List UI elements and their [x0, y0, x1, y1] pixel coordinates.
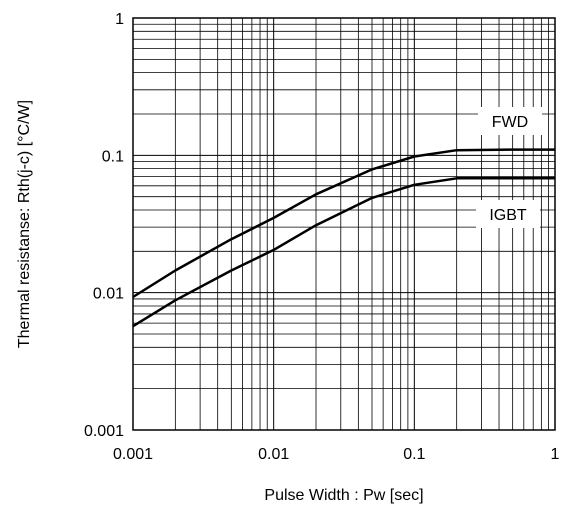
y-tick-label: 1 [115, 11, 124, 28]
series-label-bg [478, 107, 542, 135]
x-tick-label: 0.1 [403, 446, 425, 463]
series-label-igbt: IGBT [489, 207, 527, 224]
series-label-fwd: FWD [492, 114, 528, 131]
series-labels: FWD IGBT [476, 107, 542, 228]
x-tick-labels: 0.001 0.01 0.1 1 [113, 446, 560, 463]
series-line-igbt [132, 177, 555, 328]
series-group [132, 148, 555, 328]
y-tick-label: 0.001 [84, 423, 124, 440]
x-tick-label: 0.001 [113, 446, 153, 463]
y-axis-title: Thermal resistanse: Rth(j-c) [°C/W] [16, 100, 33, 348]
y-tick-labels: 0.001 0.01 0.1 1 [84, 11, 124, 440]
x-tick-label: 1 [551, 446, 560, 463]
y-tick-label: 0.01 [93, 286, 124, 303]
x-axis-title: Pulse Width : Pw [sec] [264, 487, 423, 504]
series-label-bg [476, 200, 540, 228]
x-tick-label: 0.01 [258, 446, 289, 463]
series-line-fwd [132, 148, 555, 299]
y-tick-label: 0.1 [102, 148, 124, 165]
plot-frame [132, 17, 556, 431]
